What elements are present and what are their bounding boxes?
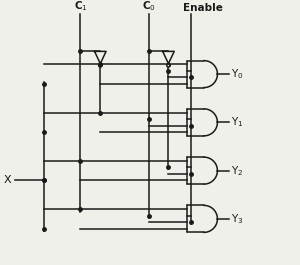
Text: X: X	[4, 175, 11, 185]
Text: Y$_2$: Y$_2$	[231, 164, 243, 178]
Text: Y$_3$: Y$_3$	[231, 212, 244, 226]
Text: Y$_0$: Y$_0$	[231, 67, 244, 81]
Text: Y$_1$: Y$_1$	[231, 116, 244, 129]
Text: C$_0$: C$_0$	[142, 0, 155, 13]
Text: Enable: Enable	[183, 3, 223, 13]
Text: C$_1$: C$_1$	[74, 0, 87, 13]
